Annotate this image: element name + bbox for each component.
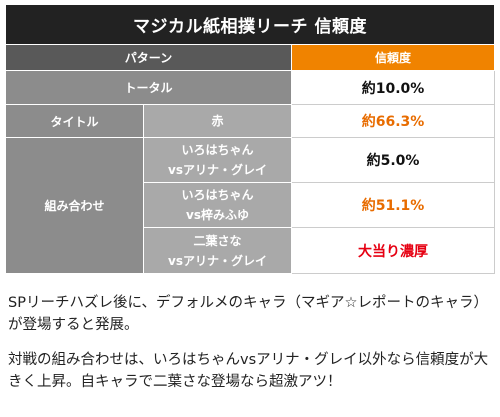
combo-item-2-line1: いろはちゃん bbox=[181, 188, 254, 202]
description-paragraph-1: SPリーチハズレ後に、デフォルメのキャラ（マギア☆レポートのキャラ）が登場すると… bbox=[8, 295, 489, 333]
combo-item-1: いろはちゃん vsアリナ・グレイ bbox=[143, 137, 292, 183]
combo-item-1-line2: vsアリナ・グレイ bbox=[168, 163, 267, 177]
combo-value-3: 大当り濃厚 bbox=[290, 227, 496, 274]
combo-value-1: 約5.0% bbox=[290, 137, 496, 183]
combo-item-2-line2: vs梓みふゆ bbox=[186, 208, 249, 222]
combo-group-label: 組み合わせ bbox=[5, 137, 144, 274]
table-title: マジカル紙相撲リーチ 信頼度 bbox=[4, 4, 496, 45]
combo-item-3-line2: vsアリナ・グレイ bbox=[168, 253, 267, 268]
reliability-table: マジカル紙相撲リーチ 信頼度 パターン 信頼度 トータル 約10.0% タイトル… bbox=[4, 4, 496, 274]
title-red-value: 約66.3% bbox=[290, 104, 496, 138]
title-item-red: 赤 bbox=[143, 104, 292, 138]
title-group-label: タイトル bbox=[5, 104, 144, 138]
combo-item-1-line1: いろはちゃん bbox=[181, 143, 254, 157]
total-value: 約10.0% bbox=[290, 70, 496, 105]
reliability-table-container: マジカル紙相撲リーチ 信頼度 パターン 信頼度 トータル 約10.0% タイトル… bbox=[4, 4, 496, 274]
combo-value-2: 約51.1% bbox=[290, 182, 496, 228]
description-paragraph-2: 対戦の組み合わせは、いろはちゃんvsアリナ・グレイ以外なら信頼度が大きく上昇。自… bbox=[8, 352, 489, 390]
reliability-header: 信頼度 bbox=[290, 44, 496, 71]
combo-item-2: いろはちゃん vs梓みふゆ bbox=[143, 182, 292, 228]
combo-item-3: 二葉さな vsアリナ・グレイ bbox=[143, 227, 292, 274]
combo-item-3-line1: 二葉さな bbox=[193, 233, 242, 248]
total-label: トータル bbox=[5, 70, 292, 105]
pattern-header: パターン bbox=[5, 44, 292, 71]
